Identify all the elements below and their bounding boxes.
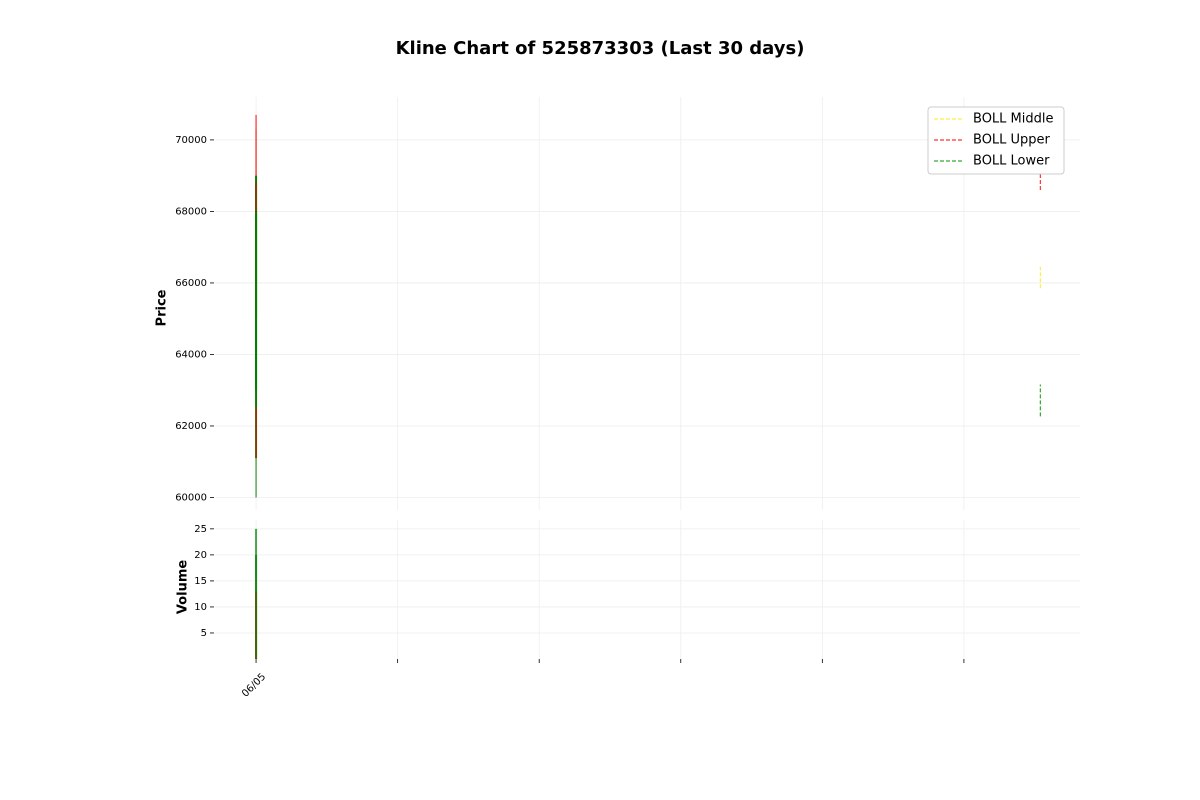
candle-body [255, 211, 258, 391]
y2-tick-label: 20 [194, 550, 207, 561]
y-tick-label: 66000 [175, 278, 207, 289]
y-tick-label: 64000 [175, 349, 207, 360]
chart-title: Kline Chart of 525873303 (Last 30 days) [396, 38, 805, 59]
y2-axis-label: Volume [176, 560, 191, 615]
y2-tick-label: 10 [194, 602, 207, 613]
y-axis-label: Price [155, 289, 170, 326]
volume-bar [255, 554, 258, 659]
legend-box [927, 106, 1065, 175]
y2-tick-label: 25 [194, 524, 207, 535]
y-tick-label: 62000 [175, 421, 207, 432]
y-tick-label: 68000 [175, 206, 207, 217]
y2-tick-label: 5 [201, 628, 207, 639]
legend-label: BOLL Lower [973, 154, 1050, 169]
y-tick-label: 60000 [175, 492, 207, 503]
y-tick-label: 70000 [175, 135, 207, 146]
y2-tick-label: 15 [194, 576, 207, 587]
legend-label: BOLL Upper [973, 133, 1051, 148]
x-tick-label: 06/05 [240, 671, 268, 699]
legend-label: BOLL Middle [973, 112, 1053, 127]
